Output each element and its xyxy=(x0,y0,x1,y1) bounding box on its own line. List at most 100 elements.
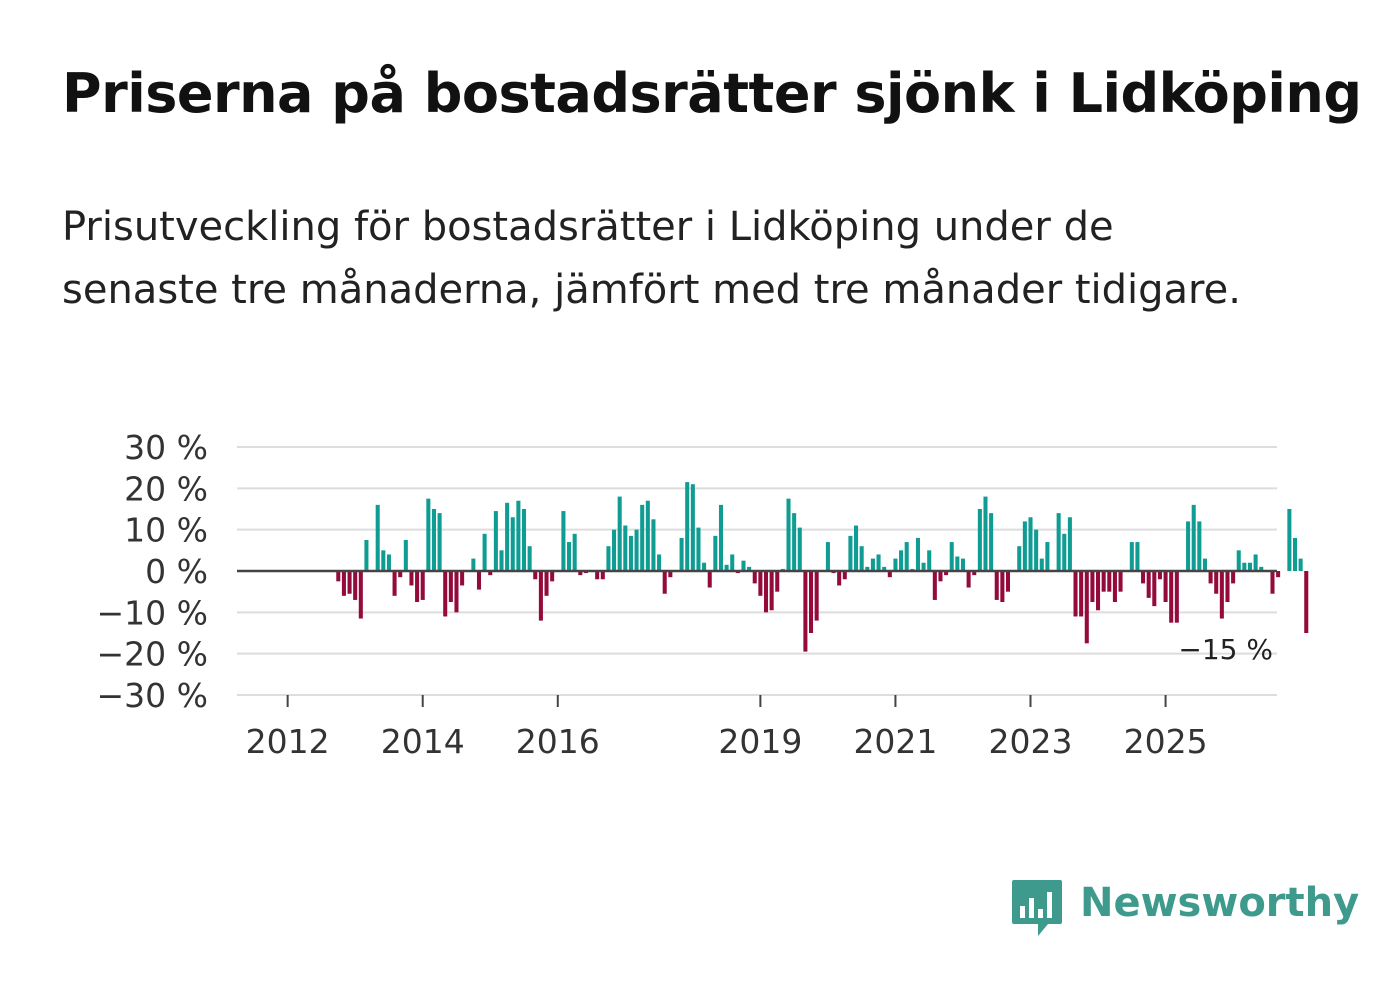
bar xyxy=(1276,571,1281,578)
bar xyxy=(567,542,572,571)
bar xyxy=(747,566,752,571)
bar xyxy=(1236,550,1241,571)
bar xyxy=(1090,571,1095,602)
bar xyxy=(353,571,358,600)
bar xyxy=(702,562,707,571)
bar xyxy=(544,571,549,596)
bar xyxy=(893,558,898,571)
x-tick-label: 2019 xyxy=(718,722,802,761)
bar xyxy=(358,571,363,619)
bar xyxy=(989,513,994,571)
bar xyxy=(865,566,870,571)
bar xyxy=(899,550,904,571)
bars xyxy=(336,482,1309,652)
bar xyxy=(1270,571,1275,594)
bar xyxy=(493,511,498,571)
bar xyxy=(634,529,639,571)
bar xyxy=(972,571,977,576)
bar xyxy=(814,571,819,621)
bar xyxy=(505,502,510,571)
bar xyxy=(651,519,656,571)
bar xyxy=(1045,542,1050,571)
bar xyxy=(398,571,403,578)
bar xyxy=(1096,571,1101,611)
bar xyxy=(848,535,853,571)
bar xyxy=(1073,571,1078,617)
bar xyxy=(1146,571,1151,598)
bar xyxy=(1079,571,1084,617)
bar xyxy=(488,571,493,576)
x-tick-label: 2012 xyxy=(246,722,330,761)
bar xyxy=(870,558,875,571)
chart-bubble-icon xyxy=(1012,880,1062,936)
x-tick-label: 2014 xyxy=(381,722,465,761)
bar xyxy=(375,504,380,571)
bar xyxy=(977,509,982,571)
bar xyxy=(792,513,797,571)
bar xyxy=(1062,533,1067,571)
bar xyxy=(668,571,673,578)
bar xyxy=(471,558,476,571)
brand-name: Newsworthy xyxy=(1080,880,1360,926)
bar xyxy=(510,517,515,571)
x-tick-label: 2023 xyxy=(989,722,1073,761)
bar xyxy=(381,550,386,571)
bar xyxy=(696,527,701,571)
bar xyxy=(1231,571,1236,584)
bar xyxy=(550,571,555,582)
bar xyxy=(527,546,532,571)
bar xyxy=(1225,571,1230,602)
bar xyxy=(690,484,695,571)
bar xyxy=(932,571,937,600)
bar xyxy=(707,571,712,588)
bar xyxy=(1135,542,1140,571)
y-tick-label: 20 % xyxy=(124,469,208,508)
bar xyxy=(1197,521,1202,571)
bar xyxy=(617,496,622,571)
bar xyxy=(718,504,724,571)
bar xyxy=(1186,521,1191,571)
bar xyxy=(854,525,859,571)
bar xyxy=(1292,537,1298,571)
bar xyxy=(460,571,465,586)
bar xyxy=(763,571,769,613)
bar xyxy=(426,498,431,571)
bar xyxy=(448,571,453,602)
x-tick-label: 2016 xyxy=(516,722,600,761)
bar xyxy=(1152,571,1157,607)
bar xyxy=(1259,566,1264,571)
bar xyxy=(640,504,645,571)
bar xyxy=(1084,571,1089,644)
bar xyxy=(809,571,814,633)
chart-title: Priserna på bostadsrätter sjönk i Lidköp… xyxy=(62,62,1362,125)
bar xyxy=(1169,571,1174,623)
bar xyxy=(415,571,420,602)
bar xyxy=(1022,521,1027,571)
bar xyxy=(347,571,352,594)
bar xyxy=(1129,542,1134,571)
bar xyxy=(595,571,600,580)
y-tick-label: 0 % xyxy=(145,552,208,591)
x-tick-label: 2021 xyxy=(853,722,937,761)
bar xyxy=(949,542,954,571)
bar xyxy=(1141,571,1146,584)
bar xyxy=(1107,571,1112,592)
bar xyxy=(628,535,633,571)
bar xyxy=(966,571,971,588)
bar xyxy=(679,537,684,571)
bar xyxy=(837,571,842,586)
bar xyxy=(1253,554,1258,571)
newsworthy-logo: Newsworthy xyxy=(1010,876,1359,942)
bar xyxy=(1000,571,1005,602)
bar xyxy=(578,571,583,576)
bar xyxy=(887,571,892,578)
bar xyxy=(1039,558,1044,571)
bar xyxy=(876,554,881,571)
bar xyxy=(1118,571,1123,592)
bar xyxy=(769,571,774,611)
bar xyxy=(612,529,617,571)
bar xyxy=(341,571,346,596)
bar xyxy=(364,540,369,571)
bar xyxy=(1112,571,1117,602)
bar xyxy=(392,571,397,596)
